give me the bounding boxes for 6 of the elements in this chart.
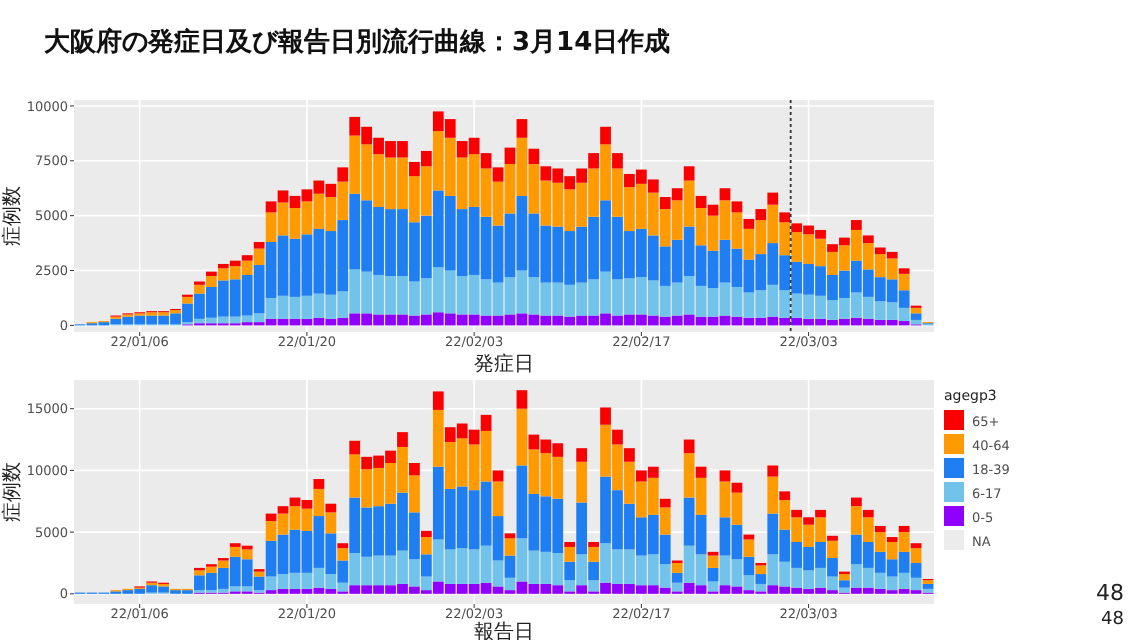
y-axis-title: 症例数 [0, 186, 24, 246]
y-axis-title: 症例数 [0, 462, 24, 522]
x-axis-title: 発症日 [474, 352, 534, 376]
chart-title: 大阪府の発症日及び報告日別流行曲線：3月14日作成 [44, 26, 671, 58]
text: 48 [1096, 580, 1124, 606]
text: 48 [1101, 610, 1125, 630]
